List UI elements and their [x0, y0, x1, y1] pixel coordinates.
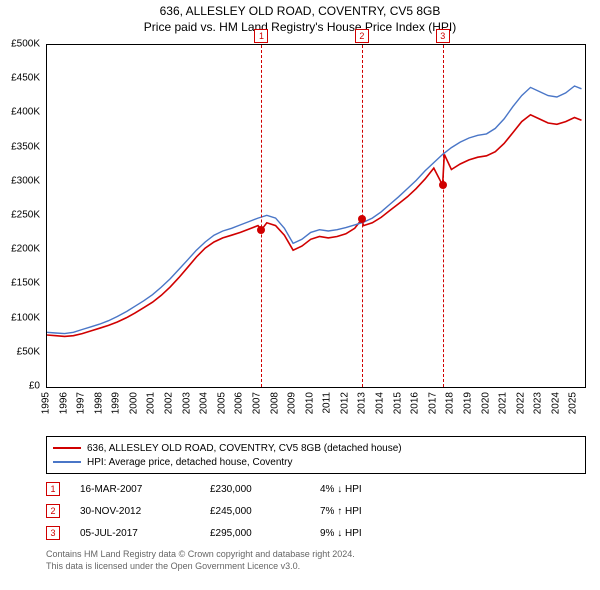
legend-label: HPI: Average price, detached house, Cove…	[87, 457, 293, 468]
event-row-diff: 9% ↓ HPI	[320, 528, 430, 539]
y-tick-label: £150K	[11, 278, 40, 289]
x-tick-label: 2019	[462, 392, 473, 414]
event-marker-2: 2	[355, 29, 369, 43]
event-dot-2	[358, 215, 366, 223]
x-tick-label: 2024	[550, 392, 561, 414]
event-dot-1	[257, 226, 265, 234]
y-tick-label: £350K	[11, 141, 40, 152]
event-row: 2 30-NOV-2012£245,0007% ↑ HPI	[46, 500, 430, 522]
chart-area: 123	[46, 44, 586, 388]
title-main: 636, ALLESLEY OLD ROAD, COVENTRY, CV5 8G…	[0, 4, 600, 18]
x-tick-label: 2007	[251, 392, 262, 414]
chart-svg	[47, 45, 585, 387]
legend-swatch	[53, 461, 81, 463]
x-tick-label: 1999	[111, 392, 122, 414]
x-tick-label: 2009	[287, 392, 298, 414]
event-marker-3: 3	[436, 29, 450, 43]
event-row: 3 05-JUL-2017£295,0009% ↓ HPI	[46, 522, 430, 544]
x-tick-label: 2023	[533, 392, 544, 414]
footer: Contains HM Land Registry data © Crown c…	[46, 548, 355, 572]
y-tick-label: £450K	[11, 73, 40, 84]
x-tick-label: 2012	[339, 392, 350, 414]
x-tick-label: 2001	[146, 392, 157, 414]
event-row-date: 30-NOV-2012	[80, 506, 210, 517]
x-tick-label: 1997	[76, 392, 87, 414]
event-row-marker: 1	[46, 482, 60, 496]
legend-label: 636, ALLESLEY OLD ROAD, COVENTRY, CV5 8G…	[87, 443, 402, 454]
y-tick-label: £100K	[11, 312, 40, 323]
legend-item: 636, ALLESLEY OLD ROAD, COVENTRY, CV5 8G…	[53, 441, 579, 455]
x-tick-label: 2017	[427, 392, 438, 414]
footer-line-2: This data is licensed under the Open Gov…	[46, 560, 355, 572]
event-row-date: 05-JUL-2017	[80, 528, 210, 539]
event-row-diff: 4% ↓ HPI	[320, 484, 430, 495]
x-tick-label: 2020	[480, 392, 491, 414]
x-tick-label: 2016	[410, 392, 421, 414]
y-axis-labels: £0£50K£100K£150K£200K£250K£300K£350K£400…	[0, 44, 44, 388]
event-marker-1: 1	[254, 29, 268, 43]
event-row-date: 16-MAR-2007	[80, 484, 210, 495]
y-tick-label: £0	[29, 381, 40, 392]
x-tick-label: 2003	[181, 392, 192, 414]
series-hpi	[47, 86, 582, 334]
event-line-3	[443, 45, 444, 387]
x-tick-label: 1996	[58, 392, 69, 414]
event-row-price: £295,000	[210, 528, 320, 539]
series-price_paid	[47, 115, 582, 337]
event-row: 1 16-MAR-2007£230,0004% ↓ HPI	[46, 478, 430, 500]
event-row-marker: 2	[46, 504, 60, 518]
x-tick-label: 2011	[322, 392, 333, 414]
event-dot-3	[439, 181, 447, 189]
event-row-price: £245,000	[210, 506, 320, 517]
event-row-price: £230,000	[210, 484, 320, 495]
y-tick-label: £50K	[17, 346, 40, 357]
y-tick-label: £300K	[11, 175, 40, 186]
title-sub: Price paid vs. HM Land Registry's House …	[0, 20, 600, 34]
x-tick-label: 2008	[269, 392, 280, 414]
x-tick-label: 2010	[304, 392, 315, 414]
y-tick-label: £400K	[11, 107, 40, 118]
legend: 636, ALLESLEY OLD ROAD, COVENTRY, CV5 8G…	[46, 436, 586, 474]
x-tick-label: 2021	[498, 392, 509, 414]
legend-swatch	[53, 447, 81, 449]
x-tick-label: 2022	[515, 392, 526, 414]
legend-item: HPI: Average price, detached house, Cove…	[53, 455, 579, 469]
events-table: 1 16-MAR-2007£230,0004% ↓ HPI 2 30-NOV-2012…	[46, 478, 430, 544]
x-tick-label: 2006	[234, 392, 245, 414]
y-tick-label: £200K	[11, 244, 40, 255]
event-row-marker: 3	[46, 526, 60, 540]
y-tick-label: £500K	[11, 39, 40, 50]
x-tick-label: 2014	[375, 392, 386, 414]
x-tick-label: 2018	[445, 392, 456, 414]
x-tick-label: 2005	[216, 392, 227, 414]
event-line-1	[261, 45, 262, 387]
x-tick-label: 2015	[392, 392, 403, 414]
x-tick-label: 2000	[128, 392, 139, 414]
x-tick-label: 2002	[164, 392, 175, 414]
y-tick-label: £250K	[11, 210, 40, 221]
x-tick-label: 1995	[41, 392, 52, 414]
x-tick-label: 1998	[93, 392, 104, 414]
x-tick-label: 2004	[199, 392, 210, 414]
x-tick-label: 2025	[568, 392, 579, 414]
x-tick-label: 2013	[357, 392, 368, 414]
footer-line-1: Contains HM Land Registry data © Crown c…	[46, 548, 355, 560]
event-row-diff: 7% ↑ HPI	[320, 506, 430, 517]
x-axis-labels: 1995199619971998199920002001200220032004…	[46, 390, 586, 434]
